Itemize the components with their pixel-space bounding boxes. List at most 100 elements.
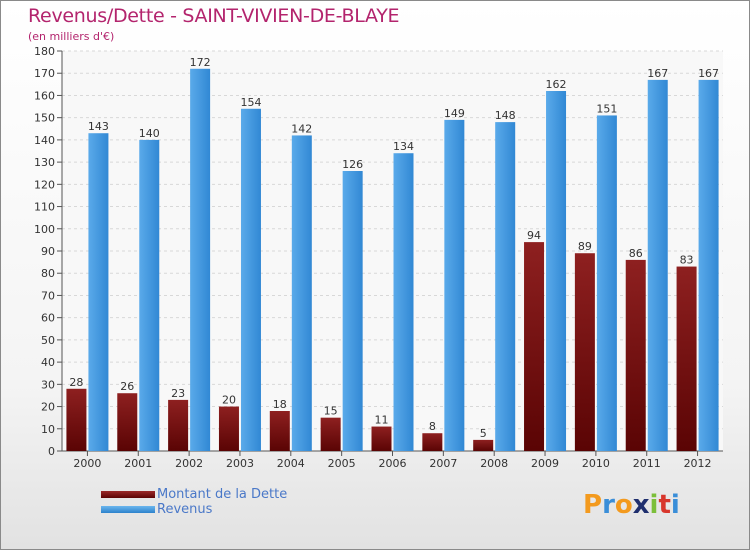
data-label-revenus: 172 [190, 56, 211, 69]
data-label-dette: 11 [375, 414, 389, 427]
bar-revenus [647, 79, 668, 451]
y-tick-label: 180 [34, 45, 55, 58]
x-tick-label: 2001 [124, 457, 152, 470]
bar-dette [320, 417, 341, 451]
data-label-revenus: 148 [495, 109, 516, 122]
bar-revenus [139, 139, 160, 451]
x-tick-label: 2009 [531, 457, 559, 470]
y-tick-label: 150 [34, 112, 55, 125]
data-label-dette: 5 [480, 427, 487, 440]
y-tick-label: 40 [41, 356, 55, 369]
data-label-revenus: 149 [444, 107, 465, 120]
bar-revenus [546, 91, 567, 451]
data-label-revenus: 154 [240, 96, 261, 109]
legend-label-dette: Montant de la Dette [157, 487, 288, 502]
x-tick-label: 2000 [73, 457, 101, 470]
bar-dette [66, 388, 87, 451]
data-label-dette: 94 [527, 229, 541, 242]
x-tick-label: 2002 [175, 457, 203, 470]
bar-dette [524, 242, 545, 451]
y-tick-label: 10 [41, 423, 55, 436]
data-label-revenus: 140 [139, 127, 160, 140]
bar-revenus [342, 171, 363, 451]
data-label-dette: 15 [324, 405, 338, 418]
bar-revenus [88, 133, 109, 451]
legend-label-revenus: Revenus [157, 502, 213, 517]
y-tick-label: 130 [34, 156, 55, 169]
data-label-dette: 23 [171, 387, 185, 400]
y-tick-label: 140 [34, 134, 55, 147]
data-label-revenus: 134 [393, 140, 414, 153]
bar-revenus [698, 79, 719, 451]
bar-revenus [393, 153, 414, 451]
bar-revenus [444, 119, 465, 451]
data-label-dette: 28 [69, 376, 83, 389]
bar-dette [473, 439, 494, 451]
bar-revenus [596, 115, 617, 451]
x-tick-label: 2004 [277, 457, 305, 470]
y-tick-label: 70 [41, 289, 55, 302]
bar-revenus [291, 135, 312, 451]
y-tick-label: 120 [34, 178, 55, 191]
bar-dette [117, 393, 138, 451]
x-tick-label: 2003 [226, 457, 254, 470]
logo-letter: i [649, 490, 659, 520]
y-tick-label: 100 [34, 223, 55, 236]
y-tick-label: 60 [41, 312, 55, 325]
logo-letter: i [670, 490, 680, 520]
y-tick-label: 0 [48, 445, 55, 458]
logo-letter: r [602, 490, 615, 520]
data-label-revenus: 142 [291, 122, 312, 135]
x-tick-label: 2010 [582, 457, 610, 470]
y-tick-label: 80 [41, 267, 55, 280]
bar-dette [218, 406, 239, 451]
y-tick-label: 160 [34, 89, 55, 102]
data-label-revenus: 143 [88, 120, 109, 133]
x-tick-label: 2005 [328, 457, 356, 470]
bar-dette [422, 433, 443, 451]
x-tick-label: 2007 [429, 457, 457, 470]
bar-dette [676, 266, 697, 451]
bar-dette [574, 253, 595, 451]
proxiti-logo: Proxiti [583, 490, 680, 520]
x-tick-label: 2008 [480, 457, 508, 470]
data-label-dette: 8 [429, 420, 436, 433]
logo-letter: o [614, 490, 633, 520]
legend-item-dette: Montant de la Dette [101, 487, 287, 502]
bar-dette [168, 399, 189, 451]
data-label-dette: 89 [578, 240, 592, 253]
data-label-dette: 18 [273, 398, 287, 411]
bar-revenus [190, 68, 211, 452]
data-label-revenus: 151 [596, 102, 617, 115]
data-label-revenus: 167 [698, 67, 719, 80]
y-tick-label: 110 [34, 201, 55, 214]
x-tick-label: 2006 [379, 457, 407, 470]
y-tick-label: 50 [41, 334, 55, 347]
x-tick-label: 2011 [633, 457, 661, 470]
chart-title: Revenus/Dette - SAINT-VIVIEN-DE-BLAYE [28, 5, 400, 27]
y-tick-label: 30 [41, 378, 55, 391]
legend-item-revenus: Revenus [101, 502, 287, 517]
logo-letter: P [583, 490, 603, 520]
y-tick-label: 20 [41, 401, 55, 414]
x-tick-label: 2012 [684, 457, 712, 470]
logo-letter: t [658, 490, 671, 520]
bar-dette [371, 426, 392, 451]
bar-dette [625, 259, 646, 451]
data-label-dette: 83 [680, 254, 694, 267]
bar-revenus [240, 108, 261, 452]
data-label-revenus: 162 [546, 78, 567, 91]
bar-revenus [495, 122, 516, 451]
legend: Montant de la Dette Revenus [101, 487, 287, 517]
data-label-revenus: 126 [342, 158, 363, 171]
y-tick-label: 170 [34, 67, 55, 80]
data-label-revenus: 167 [647, 67, 668, 80]
chart-subtitle: (en milliers d'€) [28, 30, 115, 43]
legend-swatch-dette [101, 491, 155, 498]
logo-letter: x [632, 490, 650, 520]
data-label-dette: 26 [120, 380, 134, 393]
bar-dette [269, 411, 290, 451]
data-label-dette: 20 [222, 394, 236, 407]
data-label-dette: 86 [629, 247, 643, 260]
